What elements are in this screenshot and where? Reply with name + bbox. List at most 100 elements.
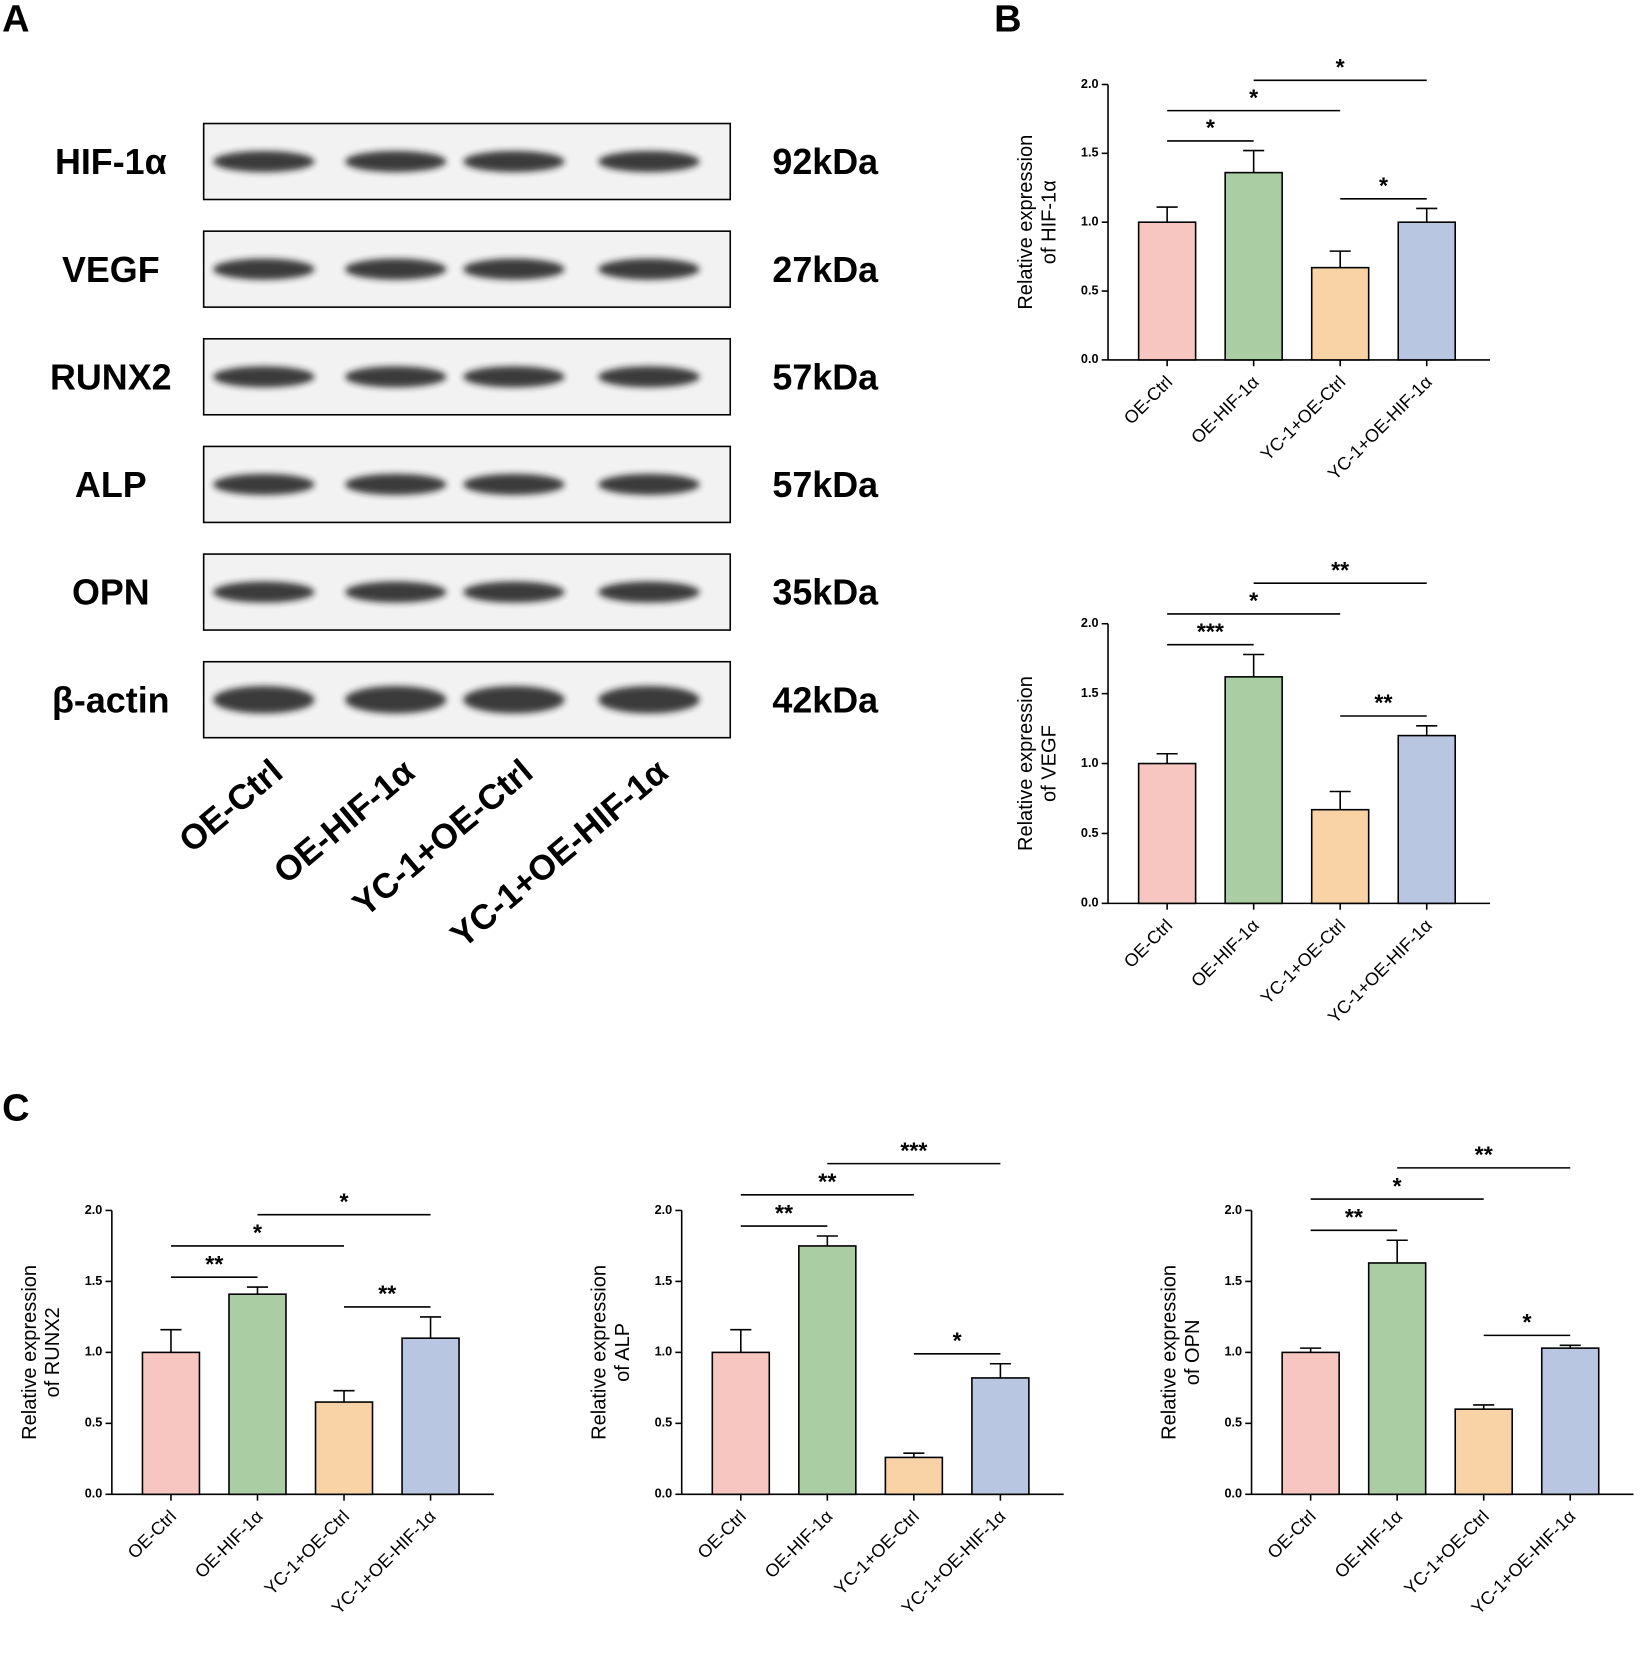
- y-tick-label: 2.0: [1081, 77, 1099, 91]
- blot-band: [598, 473, 700, 495]
- protein-label: HIF-1α: [55, 142, 167, 182]
- panel-label: A: [2, 0, 29, 41]
- x-tick-label: OE-Ctrl: [694, 1506, 750, 1562]
- size-label: 92kDa: [772, 142, 879, 182]
- significance-label: **: [1475, 1142, 1493, 1168]
- y-axis-label: Relative expression: [1159, 1265, 1181, 1440]
- bar: [1224, 676, 1283, 905]
- y-axis-label: Relative expression: [1015, 676, 1037, 851]
- x-tick-label: OE-HIF-1α: [761, 1506, 837, 1582]
- blot-band: [213, 685, 315, 714]
- y-tick-label: 1.0: [1224, 1345, 1242, 1359]
- bar: [314, 1401, 374, 1496]
- blot-band: [463, 366, 565, 388]
- size-label: 27kDa: [772, 250, 879, 290]
- size-label: 57kDa: [772, 357, 879, 397]
- significance-label: **: [1345, 1204, 1363, 1230]
- size-label: 42kDa: [772, 680, 879, 720]
- y-tick-label: 1.5: [1224, 1274, 1242, 1288]
- significance-label: ***: [1197, 618, 1224, 644]
- blot-band: [598, 685, 700, 714]
- y-tick-label: 1.5: [1081, 686, 1099, 700]
- significance-label: *: [1522, 1309, 1531, 1335]
- significance-label: **: [818, 1169, 836, 1195]
- bar: [141, 1351, 201, 1496]
- bar: [711, 1351, 771, 1496]
- y-axis-label: of HIF-1α: [1038, 180, 1060, 264]
- significance-label: *: [340, 1188, 349, 1214]
- bar: [1137, 221, 1197, 361]
- y-tick-label: 1.0: [85, 1345, 103, 1359]
- significance-label: ***: [900, 1137, 927, 1163]
- y-tick-label: 1.5: [1081, 146, 1099, 160]
- significance-label: **: [775, 1200, 793, 1226]
- blot-band: [598, 366, 700, 388]
- significance-label: *: [953, 1328, 962, 1354]
- blot-band: [213, 581, 315, 603]
- blot-band: [463, 258, 565, 280]
- y-axis-label: of OPN: [1182, 1320, 1204, 1386]
- protein-label: VEGF: [62, 250, 160, 290]
- bar: [401, 1337, 460, 1496]
- significance-label: *: [1379, 173, 1388, 199]
- blot-band: [598, 258, 700, 280]
- bar: [798, 1245, 857, 1496]
- y-tick-label: 2.0: [85, 1203, 103, 1217]
- y-tick-label: 2.0: [1224, 1203, 1242, 1217]
- protein-label: OPN: [72, 573, 150, 613]
- blot-band: [345, 581, 447, 603]
- size-label: 35kDa: [772, 573, 879, 613]
- x-tick-label: OE-Ctrl: [1120, 915, 1176, 971]
- y-axis-label: Relative expression: [19, 1265, 41, 1440]
- bar: [1137, 762, 1197, 905]
- blot-band: [463, 150, 565, 173]
- blot-band: [463, 685, 565, 714]
- x-tick-label: OE-HIF-1α: [1331, 1506, 1407, 1582]
- y-tick-label: 0.0: [1081, 352, 1099, 366]
- protein-label: ALP: [75, 465, 147, 505]
- blot-band: [463, 473, 565, 495]
- y-axis-label: of VEGF: [1038, 725, 1060, 802]
- bar: [1540, 1347, 1600, 1496]
- x-tick-label: YC-1+OE-Ctrl: [830, 1506, 923, 1599]
- bar: [1397, 734, 1457, 905]
- y-tick-label: 0.0: [655, 1487, 673, 1501]
- x-tick-label: OE-HIF-1α: [1187, 915, 1263, 991]
- significance-label: **: [1374, 690, 1392, 716]
- y-tick-label: 0.0: [85, 1487, 103, 1501]
- significance-label: *: [253, 1220, 262, 1246]
- bar: [971, 1377, 1030, 1496]
- blot-band: [345, 685, 447, 714]
- bar: [1310, 808, 1370, 905]
- size-label: 57kDa: [772, 465, 879, 505]
- y-axis-label: Relative expression: [589, 1265, 611, 1440]
- y-tick-label: 1.0: [1081, 756, 1099, 770]
- y-axis-label: of ALP: [612, 1323, 634, 1382]
- significance-label: *: [1393, 1173, 1402, 1199]
- y-tick-label: 0.5: [1081, 826, 1099, 840]
- y-tick-label: 0.5: [655, 1416, 673, 1430]
- bar: [1224, 171, 1283, 361]
- protein-label: β-actin: [52, 680, 170, 720]
- bar: [1454, 1408, 1513, 1496]
- y-tick-label: 0.5: [1081, 283, 1099, 297]
- significance-label: *: [1206, 115, 1215, 141]
- significance-label: **: [378, 1281, 396, 1307]
- y-axis-label: of RUNX2: [42, 1307, 64, 1397]
- blot-band: [598, 581, 700, 603]
- significance-label: **: [1331, 557, 1349, 583]
- bar: [1397, 221, 1457, 361]
- x-tick-label: OE-HIF-1α: [191, 1506, 267, 1582]
- lane-label: OE-Ctrl: [172, 752, 290, 860]
- blot-band: [345, 473, 447, 495]
- blot-band: [213, 258, 315, 280]
- bar: [228, 1293, 287, 1496]
- significance-label: **: [205, 1251, 223, 1277]
- bar: [884, 1456, 944, 1496]
- blot-band: [463, 581, 565, 603]
- x-tick-label: YC-1+OE-Ctrl: [1257, 915, 1350, 1008]
- blot-band: [213, 473, 315, 495]
- y-tick-label: 0.0: [1081, 896, 1099, 910]
- bar: [1281, 1351, 1340, 1496]
- panel-label: B: [994, 0, 1021, 41]
